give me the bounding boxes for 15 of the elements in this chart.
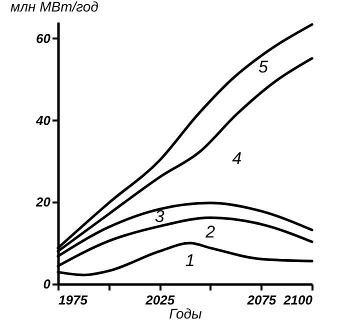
x-tick-label: 2025 bbox=[144, 292, 176, 308]
series-label: 4 bbox=[232, 149, 242, 168]
y-axis-title: млн МВт/год bbox=[10, 0, 99, 14]
y-tick-label: 40 bbox=[35, 112, 52, 128]
y-tick-label: 60 bbox=[36, 30, 52, 46]
x-tick-label: 2075 bbox=[246, 292, 277, 308]
x-tick-label: 2100 bbox=[282, 292, 314, 308]
x-axis-title: Годы bbox=[169, 306, 203, 322]
x-tick-label: 1975 bbox=[58, 292, 88, 308]
series-label: 3 bbox=[154, 207, 165, 226]
y-tick-label: 20 bbox=[35, 194, 52, 210]
series-label: 1 bbox=[185, 251, 195, 270]
series-label: 2 bbox=[204, 222, 216, 242]
series-label: 5 bbox=[258, 57, 268, 76]
y-tick-label: 0 bbox=[43, 276, 52, 292]
